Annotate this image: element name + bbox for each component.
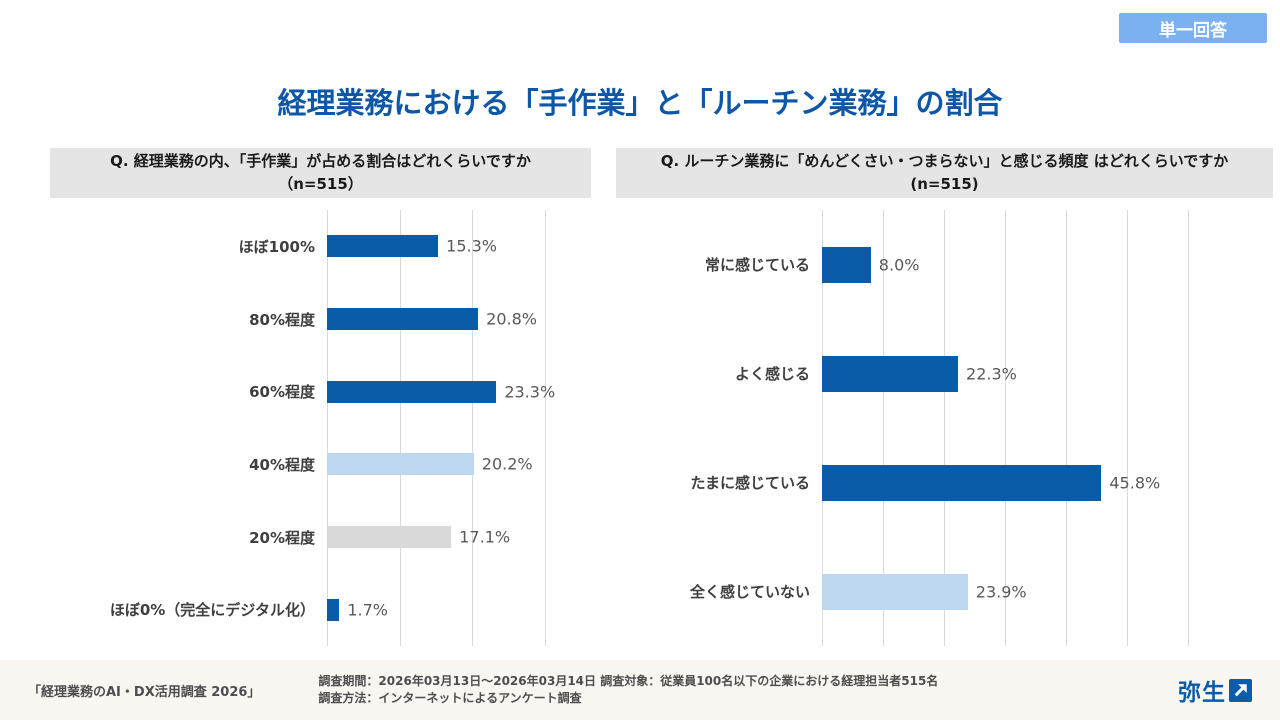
bar: [327, 308, 479, 330]
yayoi-logo: 弥生: [1178, 673, 1252, 707]
bar: [822, 355, 959, 392]
gridline: [1188, 210, 1189, 646]
bar-row: 40%程度 20.2%: [50, 428, 591, 501]
bar: [327, 235, 439, 258]
question-n: (n=515): [910, 175, 979, 193]
page-title: 経理業務における「手作業」と「ルーチン業務」の割合: [277, 86, 1003, 120]
category-label: たまに感じている: [690, 474, 810, 492]
category-label: 40%程度: [249, 455, 315, 474]
bar-area: 23.9%: [822, 537, 1188, 646]
question-text: Q. 経理業務の内、「手作業」が占める割合はどれくらいですか: [110, 151, 531, 170]
gridline: [822, 210, 823, 646]
gridline: [944, 210, 945, 646]
bar-row: 60%程度 23.3%: [50, 355, 591, 428]
bar-area: 22.3%: [822, 319, 1188, 428]
bar: [327, 598, 340, 621]
bar-area: 15.3%: [327, 210, 545, 283]
category-label: 80%程度: [249, 310, 315, 329]
bar-row: ほぼ0%（完全にデジタル化） 1.7%: [50, 573, 591, 646]
arrow-up-right-icon: [1229, 678, 1252, 702]
category-label: ほぼ100%: [238, 237, 315, 256]
category-label: 20%程度: [249, 528, 315, 547]
bar-row: 20%程度 17.1%: [50, 501, 591, 574]
bar: [327, 526, 452, 549]
value-label: 22.3%: [966, 364, 1017, 383]
category-label: 60%程度: [249, 383, 315, 402]
chart-routine-frequency: 常に感じている 8.0% よく感じる 22.3% たまに感じている 45.8% 全く感じてい…: [616, 210, 1189, 646]
category-label: 常に感じている: [704, 256, 810, 274]
bar-row: ほぼ100% 15.3%: [50, 210, 591, 283]
single-answer-badge: 単一回答: [1119, 13, 1267, 43]
gridline: [883, 210, 884, 646]
bar: [822, 573, 968, 610]
chart-question-manual-work: Q. 経理業務の内、「手作業」が占める割合はどれくらいですか （n=515）: [50, 148, 591, 198]
footer: 「経理業務のAI・DX活用調査 2026」 調査期間：2026年03月13日～2…: [0, 660, 1280, 720]
gridline: [472, 210, 474, 646]
bar: [822, 246, 871, 283]
category-label: ほぼ0%（完全にデジタル化）: [109, 601, 315, 620]
bar-area: 8.0%: [822, 210, 1188, 319]
bar: [822, 464, 1102, 501]
gridline: [327, 210, 328, 646]
chart-manual-work: ほぼ100% 15.3% 80%程度 20.8% 60%程度 23.3% 40%程度 20.2…: [50, 210, 591, 646]
value-label: 45.8%: [1109, 473, 1161, 492]
category-label: 全く感じていない: [689, 583, 810, 601]
survey-details: 調査期間：2026年03月13日～2026年03月14日 調査対象：従業員100…: [318, 673, 1178, 708]
value-label: 17.1%: [459, 527, 511, 547]
question-n: （n=515）: [278, 175, 363, 193]
bar-area: 17.1%: [327, 501, 545, 574]
bar-row: よく感じる 22.3%: [616, 319, 1188, 428]
bar-row: 80%程度 20.8%: [50, 283, 591, 356]
bar: [327, 453, 474, 476]
category-label: よく感じる: [734, 365, 810, 383]
source-label: 「経理業務のAI・DX活用調査 2026」: [28, 684, 261, 700]
gridline: [1066, 210, 1067, 646]
bar-area: 23.3%: [327, 355, 555, 428]
value-label: 1.7%: [347, 600, 388, 620]
value-label: 23.9%: [975, 582, 1027, 601]
chart-question-routine-frequency: Q. ルーチン業務に「めんどくさい・つまらない」と感じる頻度 はどれくらいですか…: [616, 148, 1273, 198]
bar: [327, 380, 497, 403]
bar-area: 45.8%: [822, 428, 1188, 537]
gridline: [1005, 210, 1006, 646]
survey-details-line2: 調査方法：インターネットによるアンケート調査: [318, 691, 582, 705]
plot-gridlines: [822, 210, 1189, 646]
value-label: 15.3%: [446, 236, 497, 256]
value-label: 20.2%: [481, 454, 533, 474]
survey-details-line1: 調査期間：2026年03月13日～2026年03月14日 調査対象：従業員100…: [318, 673, 939, 688]
gridline: [399, 210, 401, 646]
value-label: 8.0%: [878, 255, 920, 274]
bar-row: 常に感じている 8.0%: [616, 210, 1188, 319]
bar-area: 20.8%: [327, 283, 545, 356]
value-label: 20.8%: [486, 309, 537, 329]
bar-area: 20.2%: [327, 428, 545, 501]
value-label: 23.3%: [504, 382, 556, 402]
question-text: Q. ルーチン業務に「めんどくさい・つまらない」と感じる頻度 はどれくらいですか: [660, 151, 1229, 170]
gridline: [1127, 210, 1128, 646]
bar-area: 1.7%: [327, 573, 545, 646]
bar-row: たまに感じている 45.8%: [616, 428, 1188, 537]
plot-gridlines: [327, 210, 546, 646]
gridline: [545, 210, 546, 646]
bar-row: 全く感じていない 23.9%: [616, 537, 1188, 646]
yayoi-logo-text: 弥生: [1178, 680, 1226, 706]
